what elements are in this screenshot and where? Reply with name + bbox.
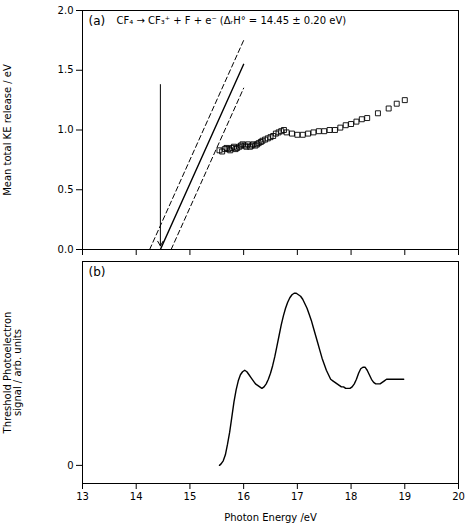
svg-text:17: 17 <box>291 491 304 502</box>
svg-text:20: 20 <box>452 491 465 502</box>
svg-text:13: 13 <box>76 491 89 502</box>
svg-text:19: 19 <box>398 491 411 502</box>
svg-text:2.0: 2.0 <box>58 5 74 16</box>
svg-text:0: 0 <box>67 460 73 471</box>
svg-text:0.0: 0.0 <box>58 244 74 255</box>
svg-text:Mean total KE release / eV: Mean total KE release / eV <box>2 64 13 196</box>
svg-text:16: 16 <box>237 491 250 502</box>
svg-text:Photon Energy /eV: Photon Energy /eV <box>224 512 317 523</box>
svg-text:1.0: 1.0 <box>58 124 74 135</box>
svg-text:18: 18 <box>345 491 358 502</box>
svg-text:(a): (a) <box>89 14 106 28</box>
svg-text:CF₄ → CF₃⁺ + F + e⁻ (ΔᵣH° = 14: CF₄ → CF₃⁺ + F + e⁻ (ΔᵣH° = 14.45 ± 0.20… <box>117 15 347 26</box>
svg-text:14: 14 <box>130 491 143 502</box>
svg-text:1.5: 1.5 <box>58 64 74 75</box>
svg-text:15: 15 <box>184 491 197 502</box>
svg-text:0.5: 0.5 <box>58 184 74 195</box>
svg-text:(b): (b) <box>89 265 106 279</box>
svg-text:Threshold Photoelectronsignal: Threshold Photoelectronsignal / arb. uni… <box>2 312 23 435</box>
